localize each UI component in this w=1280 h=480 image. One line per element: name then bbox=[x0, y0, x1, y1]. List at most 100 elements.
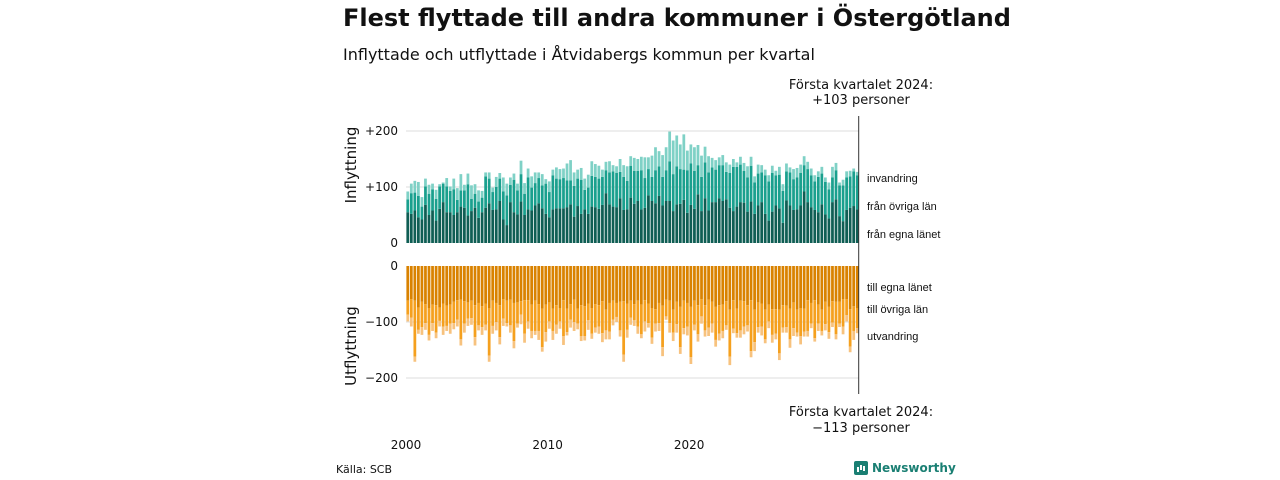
bar-in-immigration bbox=[494, 176, 498, 187]
bar-out-emigration bbox=[760, 326, 764, 336]
bar-out-emigration bbox=[831, 322, 834, 328]
bar-out-other-county bbox=[579, 305, 583, 336]
bar-in-immigration bbox=[558, 169, 562, 180]
bar-in-own-county bbox=[551, 209, 555, 243]
source-note: Källa: SCB bbox=[336, 463, 393, 476]
bar-out-other-county bbox=[477, 302, 480, 326]
bar-out-emigration bbox=[632, 320, 636, 326]
bar-in-own-county bbox=[409, 213, 413, 243]
bar-in-other-county bbox=[459, 190, 463, 207]
bar-in-immigration bbox=[682, 134, 686, 170]
bar-in-own-county bbox=[593, 207, 597, 243]
bar-in-own-county bbox=[519, 201, 523, 243]
bar-out-own-county bbox=[696, 266, 700, 306]
bar-out-other-county bbox=[459, 299, 463, 340]
bar-in-immigration bbox=[724, 162, 728, 172]
bar-out-other-county bbox=[763, 309, 767, 340]
bar-in-immigration bbox=[622, 165, 626, 177]
bar-out-emigration bbox=[466, 318, 470, 326]
bar-in-own-county bbox=[838, 216, 841, 243]
bar-out-emigration bbox=[636, 326, 640, 334]
bar-out-emigration bbox=[438, 320, 441, 327]
bar-in-other-county bbox=[774, 175, 778, 206]
bar-out-own-county bbox=[413, 266, 417, 301]
bar-out-other-county bbox=[480, 306, 484, 328]
bar-out-emigration bbox=[700, 316, 703, 324]
bar-out-emigration bbox=[583, 336, 587, 341]
bar-out-own-county bbox=[643, 266, 647, 301]
bar-in-own-county bbox=[576, 206, 580, 243]
bar-in-immigration bbox=[806, 161, 810, 170]
chart-subtitle: Inflyttade och utflyttade i Åtvidabergs … bbox=[343, 45, 815, 64]
bar-out-emigration bbox=[785, 327, 788, 333]
bar-in-other-county bbox=[576, 178, 580, 207]
bar-out-other-county bbox=[562, 300, 565, 336]
bar-in-immigration bbox=[693, 147, 696, 171]
bar-in-immigration bbox=[647, 157, 650, 170]
bar-in-immigration bbox=[597, 165, 601, 179]
bar-out-own-county bbox=[770, 266, 774, 310]
bar-in-other-county bbox=[413, 192, 417, 211]
bar-in-own-county bbox=[473, 207, 477, 243]
bar-in-own-county bbox=[526, 209, 530, 243]
bar-out-own-county bbox=[420, 266, 424, 302]
bar-out-own-county bbox=[565, 266, 569, 309]
bar-in-other-county bbox=[406, 199, 410, 213]
bar-in-immigration bbox=[710, 157, 714, 168]
bar-in-other-county bbox=[650, 176, 654, 201]
bar-in-own-county bbox=[455, 212, 459, 243]
bar-in-own-county bbox=[717, 198, 721, 243]
bar-in-own-county bbox=[491, 209, 495, 243]
bar-out-own-county bbox=[601, 266, 604, 302]
bar-out-emigration bbox=[519, 314, 523, 325]
bar-in-immigration bbox=[487, 172, 491, 179]
bar-out-own-county bbox=[576, 266, 580, 309]
bar-in-other-county bbox=[551, 175, 555, 210]
bar-in-immigration bbox=[675, 135, 679, 167]
bar-out-own-county bbox=[728, 266, 732, 310]
bar-in-other-county bbox=[431, 189, 434, 211]
bar-in-own-county bbox=[696, 194, 700, 243]
bar-in-other-county bbox=[739, 164, 742, 203]
bar-out-own-county bbox=[611, 266, 615, 301]
bar-in-own-county bbox=[470, 211, 473, 243]
bar-in-own-county bbox=[484, 207, 488, 243]
bar-out-own-county bbox=[463, 266, 466, 302]
bar-out-own-county bbox=[501, 266, 505, 300]
bar-out-other-county bbox=[774, 309, 778, 334]
bar-out-emigration bbox=[845, 315, 848, 322]
bar-in-other-county bbox=[615, 173, 618, 208]
bar-in-own-county bbox=[523, 215, 526, 243]
bar-in-other-county bbox=[806, 169, 810, 203]
bar-out-own-county bbox=[622, 266, 626, 302]
series-label-till-egna-lanet: till egna länet bbox=[867, 282, 932, 294]
bar-in-immigration bbox=[671, 140, 675, 175]
bar-out-own-county bbox=[717, 266, 721, 306]
bar-in-immigration bbox=[519, 160, 523, 175]
bar-in-immigration bbox=[824, 177, 827, 182]
bar-in-own-county bbox=[731, 211, 735, 243]
bar-out-other-county bbox=[413, 300, 417, 357]
bar-in-own-county bbox=[781, 222, 785, 243]
bar-out-own-county bbox=[838, 266, 841, 302]
bar-in-immigration bbox=[848, 170, 852, 177]
bar-out-other-county bbox=[685, 302, 689, 327]
x-tick-label: 2020 bbox=[674, 438, 705, 452]
bar-out-emigration bbox=[693, 324, 696, 331]
bar-in-immigration bbox=[760, 165, 764, 173]
bar-in-other-county bbox=[579, 179, 583, 214]
bar-in-other-county bbox=[728, 173, 732, 208]
chart-title: Flest flyttade till andra kommuner i Öst… bbox=[343, 4, 1011, 32]
bar-out-other-county bbox=[848, 309, 852, 347]
bar-out-other-county bbox=[714, 306, 718, 340]
bar-in-immigration bbox=[501, 177, 505, 192]
bar-out-emigration bbox=[501, 318, 505, 326]
bar-out-emigration bbox=[746, 325, 749, 332]
bar-out-own-county bbox=[841, 266, 845, 300]
bar-in-own-county bbox=[756, 205, 760, 243]
bar-out-own-county bbox=[406, 266, 410, 301]
bar-in-immigration bbox=[852, 168, 856, 172]
bar-in-own-county bbox=[586, 213, 590, 243]
bar-in-other-county bbox=[731, 166, 735, 212]
bar-out-other-county bbox=[806, 300, 810, 331]
